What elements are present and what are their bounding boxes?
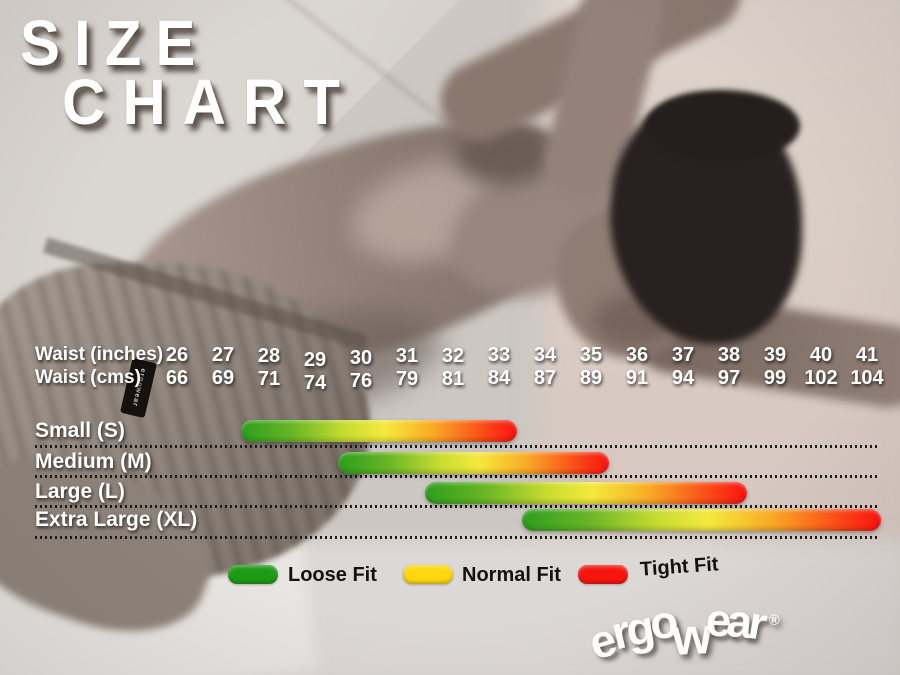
size-row-label: Extra Large (XL) (35, 508, 198, 531)
ergowear-logo-text: ergowear (583, 594, 771, 670)
waist-cms-tick: 102 (804, 367, 838, 389)
size-range-bar (425, 482, 748, 504)
waist-inches-tick: 26 (165, 344, 189, 366)
photo-sheet-bottomleft (0, 535, 317, 675)
waist-cms-tick: 84 (487, 367, 511, 389)
legend-swatch (228, 565, 278, 584)
waist-cms-tick: 79 (395, 368, 419, 390)
waist-cms-tick: 91 (625, 367, 649, 389)
waist-cms-tick: 71 (257, 368, 281, 390)
photo-shoulder (431, 141, 640, 320)
waist-inches-tick: 28 (257, 345, 281, 367)
waist-cms-tick: 89 (579, 367, 603, 389)
waist-inches-tick: 36 (625, 344, 649, 366)
title-line-size: SIZE (20, 7, 210, 79)
waist-inches-tick: 40 (809, 344, 833, 366)
row-separator-dotted-line (35, 445, 880, 448)
waist-cms-tick: 74 (303, 372, 327, 394)
waist-cms-tick: 66 (165, 367, 189, 389)
legend-label: Normal Fit (462, 564, 561, 586)
size-range-bar (522, 509, 881, 531)
waist-cms-tick: 81 (441, 368, 465, 390)
row-separator-dotted-line (35, 505, 880, 508)
waist-inches-tick: 32 (441, 345, 465, 367)
waist-cms-tick: 94 (671, 367, 695, 389)
photo-hair (610, 96, 802, 344)
waist-cms-tick: 76 (349, 370, 373, 392)
waist-inches-tick: 35 (579, 344, 603, 366)
waist-inches-label: Waist (inches) (35, 344, 164, 365)
waist-cms-tick: 99 (763, 367, 787, 389)
waist-inches-tick: 34 (533, 344, 557, 366)
waist-cms-label: Waist (cms) (35, 367, 141, 388)
waist-cms-tick: 97 (717, 367, 741, 389)
waist-inches-tick: 33 (487, 344, 511, 366)
waist-inches-tick: 31 (395, 345, 419, 367)
registered-trademark-icon: ® (768, 612, 780, 629)
photo-hair-tuft (645, 90, 800, 162)
size-row-label: Small (S) (35, 419, 125, 442)
size-row-label: Large (L) (35, 480, 125, 503)
photo-chest-highlight (340, 141, 535, 280)
title-line-chart: CHART (62, 66, 357, 138)
ergowear-logo: ergowear® (583, 594, 780, 670)
waist-cms-tick: 69 (211, 367, 235, 389)
size-range-bar (338, 452, 610, 474)
size-row-label: Medium (M) (35, 450, 152, 473)
photo-raised-arm (427, 0, 754, 154)
photo-face-shadow (592, 295, 677, 347)
waist-inches-tick: 27 (211, 344, 235, 366)
legend-label: Loose Fit (288, 564, 377, 586)
waist-inches-tick: 39 (763, 344, 787, 366)
waist-cms-tick: 104 (850, 367, 884, 389)
waist-inches-tick: 30 (349, 347, 373, 369)
row-separator-dotted-line (35, 475, 880, 478)
photo-waistband (42, 237, 369, 351)
waist-cms-tick: 87 (533, 367, 557, 389)
legend-swatch (578, 565, 628, 584)
photo-armpit-shadow (455, 120, 550, 185)
waist-inches-tick: 37 (671, 344, 695, 366)
waist-inches-tick: 29 (303, 349, 327, 371)
waist-inches-tick: 41 (855, 344, 879, 366)
photo-forearm (535, 0, 673, 210)
row-separator-dotted-line (35, 536, 880, 539)
page-title: SIZE CHART (20, 7, 357, 138)
waist-inches-tick: 38 (717, 344, 741, 366)
legend-swatch (403, 565, 453, 584)
size-range-bar (241, 420, 518, 442)
